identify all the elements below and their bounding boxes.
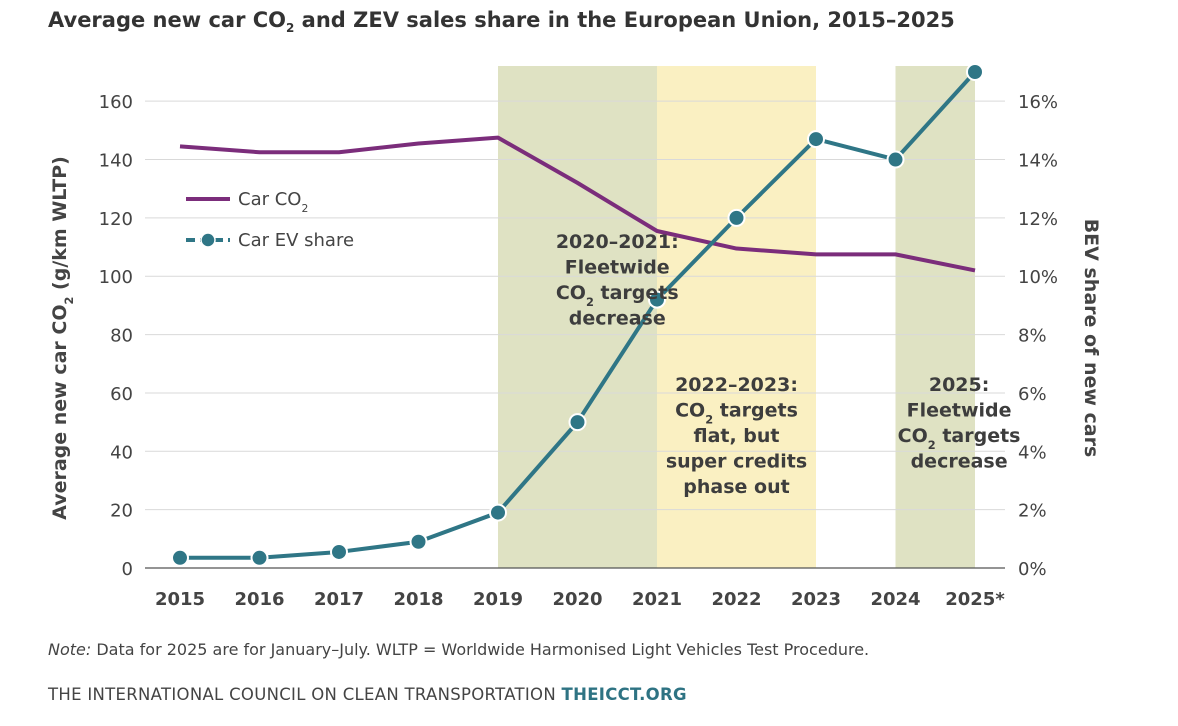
chart-note: Note: Data for 2025 are for January–July… <box>48 640 870 659</box>
y-left-tick-label: 160 <box>99 92 133 113</box>
co2-series-line <box>179 135 976 273</box>
y-left-tick-label: 120 <box>99 209 133 230</box>
y-right-tick-label: 10% <box>1018 267 1058 288</box>
y-right-tick-label: 8% <box>1018 326 1047 347</box>
y-right-tick-label: 16% <box>1018 92 1058 113</box>
y-left-tick-label: 40 <box>110 442 133 463</box>
legend-ev-label: Car EV share <box>238 230 354 251</box>
x-tick-label: 2022 <box>711 589 761 610</box>
annotation-1-line: phase out <box>683 476 789 498</box>
legend-co2-label: Car CO2 <box>238 189 308 215</box>
y-right-tick-label: 2% <box>1018 501 1047 522</box>
x-tick-label: 2017 <box>314 589 364 610</box>
footer: THE INTERNATIONAL COUNCIL ON CLEAN TRANS… <box>48 685 687 704</box>
ev-share-point <box>886 150 905 169</box>
annotation-2-line: decrease <box>911 451 1008 473</box>
ev-share-point <box>727 208 746 227</box>
ev-share-point <box>250 548 269 567</box>
y-right-tick-label: 4% <box>1018 442 1047 463</box>
x-tick-label: 2023 <box>791 589 841 610</box>
shaded-band-2 <box>895 66 975 568</box>
chart-title: Average new car CO2 and ZEV sales share … <box>48 8 955 36</box>
y-right-axis-title: BEV share of new cars <box>1080 219 1102 458</box>
y-right-tick-label: 12% <box>1018 209 1058 230</box>
y-left-tick-label: 100 <box>99 267 133 288</box>
annotation-0-line: Fleetwide <box>565 257 670 279</box>
y-left-tick-label: 0 <box>122 559 133 580</box>
ev-share-point <box>966 63 984 81</box>
annotation-0-line: decrease <box>569 308 666 330</box>
ev-share-point <box>568 413 587 432</box>
y-right-tick-label: 14% <box>1018 151 1058 172</box>
legend-ev-marker <box>200 232 216 248</box>
annotation-0-line: 2020–2021: <box>556 231 679 253</box>
annotation-1-line: CO2 targets <box>675 400 798 427</box>
ev-share-point <box>648 290 666 309</box>
shaded-band-1 <box>657 66 816 568</box>
x-tick-label: 2021 <box>632 589 682 610</box>
annotation-2-line: Fleetwide <box>907 400 1012 422</box>
y-left-tick-label: 140 <box>99 151 133 172</box>
y-left-tick-label: 20 <box>110 501 133 522</box>
y-left-tick-label: 60 <box>110 384 133 405</box>
x-tick-label: 2015 <box>155 589 205 610</box>
ev-share-point <box>807 130 825 149</box>
y-left-tick-label: 80 <box>110 326 133 347</box>
annotation-2-line: 2025: <box>929 374 989 396</box>
footer-site-link[interactable]: THEICCT.ORG <box>561 685 687 704</box>
annotation-1-line: 2022–2023: <box>675 374 798 396</box>
ev-share-point <box>171 548 189 567</box>
annotation-0-line: CO2 targets <box>556 282 679 309</box>
ev-share-point <box>409 532 428 551</box>
ev-share-point <box>489 503 507 522</box>
x-tick-label: 2018 <box>393 589 443 610</box>
annotation-1-line: super credits <box>666 451 807 473</box>
y-right-tick-label: 0% <box>1018 559 1047 580</box>
x-tick-label: 2020 <box>552 589 602 610</box>
y-left-axis-title: Average new car CO2 (g/km WLTP) <box>49 156 76 520</box>
x-tick-label: 2025* <box>945 589 1005 610</box>
x-tick-label: 2016 <box>234 589 284 610</box>
x-tick-label: 2024 <box>870 589 920 610</box>
y-right-tick-label: 6% <box>1018 384 1047 405</box>
annotation-1-line: flat, but <box>693 425 779 447</box>
ev-share-point <box>330 542 348 561</box>
annotation-2-line: CO2 targets <box>898 425 1021 452</box>
x-tick-label: 2019 <box>473 589 523 610</box>
